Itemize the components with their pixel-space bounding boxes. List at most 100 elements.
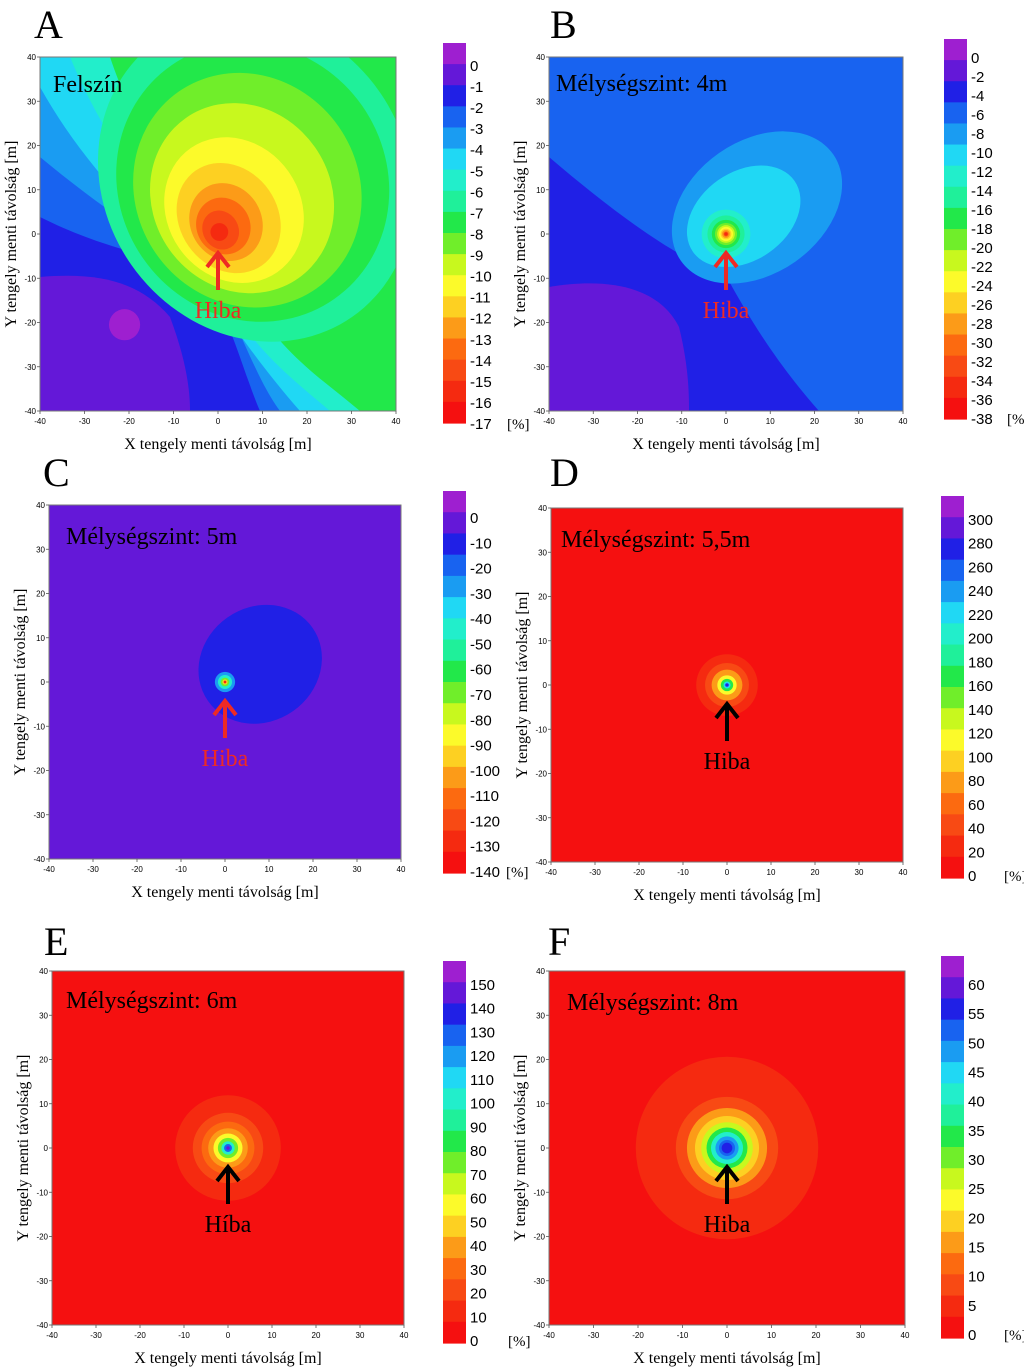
colorbar-label: -2 (470, 100, 483, 117)
x-tick-label: -40 (543, 1331, 555, 1340)
x-tick-label: 20 (312, 1331, 321, 1340)
x-tick-label: 0 (724, 417, 729, 426)
colorbar-label: -110 (470, 788, 499, 805)
colorbar-swatch (443, 1152, 466, 1174)
x-tick-label: -20 (632, 417, 644, 426)
contour-field (49, 505, 401, 859)
colorbar-swatch (443, 380, 466, 403)
y-tick-label: -40 (533, 407, 545, 416)
y-tick-label: 20 (39, 1056, 48, 1065)
colorbar-swatch (941, 559, 964, 582)
colorbar-label: -12 (971, 164, 993, 181)
colorbar-swatch (443, 317, 466, 340)
y-tick-label: 20 (536, 1056, 545, 1065)
colorbar-swatch (443, 401, 466, 424)
colorbar-swatch (443, 211, 466, 234)
colorbar-swatch (443, 359, 466, 382)
y-tick-label: -20 (533, 319, 545, 328)
y-tick-label: 20 (27, 142, 36, 151)
colorbar-label: -70 (470, 687, 492, 704)
x-tick-label: 10 (258, 417, 267, 426)
colorbar-swatch (443, 64, 466, 86)
colorbar-swatch (941, 814, 964, 837)
fault-annotation: Hiba (703, 249, 750, 324)
colorbar-swatch (944, 376, 967, 399)
x-axis-title: X tengely menti távolság [m] (134, 1350, 322, 1367)
colorbar-swatch (941, 517, 964, 540)
colorbar-label: 15 (968, 1240, 985, 1257)
contour-band (108, 309, 141, 341)
colorbar-label: -130 (470, 839, 500, 856)
y-tick-label: 10 (538, 637, 547, 646)
colorbar-label: -14 (971, 183, 993, 200)
colorbar-swatch (941, 1274, 964, 1297)
y-tick-label: 10 (27, 186, 36, 195)
colorbar-label: 40 (470, 1238, 487, 1255)
colorbar-label: -2 (971, 69, 984, 86)
x-tick-label: -20 (134, 1331, 146, 1340)
colorbar-swatch (443, 1321, 466, 1344)
y-tick-label: -10 (36, 1188, 48, 1197)
colorbar-label: 0 (470, 510, 478, 527)
x-tick-label: 40 (397, 865, 406, 874)
y-axis-title: Y tengely menti távolság [m] (512, 1055, 529, 1242)
colorbar-label: 80 (968, 773, 985, 790)
y-tick-label: -30 (535, 814, 547, 823)
y-tick-label: 20 (36, 590, 45, 599)
depth-label: Mélységszint: 4m (556, 71, 728, 97)
colorbar-swatch (941, 977, 964, 1000)
colorbar-label: -16 (470, 395, 492, 412)
x-tick-label: -10 (175, 865, 187, 874)
colorbar-swatch (941, 750, 964, 773)
panel-d: D Mélységszint: 5,5m -40 -30 -20 -10 0 10 20 30 40… (514, 450, 1024, 904)
colorbar-label: -8 (470, 226, 483, 243)
colorbar-label: -20 (971, 240, 993, 257)
colorbar-label: -20 (470, 561, 492, 578)
contour-band (721, 1142, 733, 1154)
y-tick-label: 40 (27, 53, 36, 62)
colorbar-label: 100 (470, 1096, 495, 1113)
y-tick-label: 0 (41, 678, 46, 687)
colorbar-swatch (443, 660, 466, 683)
colorbar-swatch (443, 533, 466, 556)
depth-label: Mélységszint: 6m (66, 988, 238, 1014)
colorbar-label: -16 (971, 202, 993, 219)
colorbar-swatch (944, 271, 967, 293)
contour-band (210, 223, 229, 241)
colorbar-swatch (443, 851, 466, 874)
colorbar-swatch (944, 81, 967, 103)
colorbar-swatch (443, 1130, 466, 1153)
colorbar-label: 55 (968, 1006, 985, 1023)
colorbar-label: -14 (470, 353, 492, 370)
colorbar-label: 0 (470, 1333, 478, 1350)
fault-annotation: Hiba (202, 697, 249, 772)
x-axis-title: X tengely menti távolság [m] (131, 884, 319, 901)
colorbar-label: 25 (968, 1181, 985, 1198)
x-axis-title: X tengely menti távolság [m] (124, 436, 312, 453)
colorbar-label: 10 (470, 1309, 487, 1326)
x-tick-label: 20 (303, 417, 312, 426)
y-axis-title: Y tengely menti távolság [m] (514, 592, 531, 779)
colorbar-swatch (941, 1295, 964, 1318)
x-tick-label: 10 (265, 865, 274, 874)
colorbar-label: 50 (968, 1035, 985, 1052)
x-tick-label: 30 (353, 865, 362, 874)
colorbar-swatch (443, 766, 466, 789)
arrow-head (714, 1163, 740, 1183)
colorbar-swatch (443, 982, 466, 1005)
colorbar-label: 240 (968, 583, 993, 600)
colorbar-label: 40 (968, 1094, 985, 1111)
colorbar-swatch (941, 1316, 964, 1339)
y-tick-label: -30 (533, 363, 545, 372)
x-tick-label: -10 (677, 868, 689, 877)
panel-e: E Mélységszint: 6m -40 -30 -20 -10 0 10 20 30 40 40… (15, 919, 531, 1367)
panel-f: F Mélységszint: 8m -40 -30 -20 -10 0 10 20 30 40 40… (512, 919, 1024, 1367)
x-tick-label: 0 (725, 868, 730, 877)
colorbar-label: 0 (968, 1327, 976, 1344)
colorbar-label: 160 (968, 678, 993, 695)
colorbar-swatch (443, 639, 466, 662)
x-axis-title: X tengely menti távolság [m] (633, 1350, 821, 1367)
colorbar-swatch (443, 1215, 466, 1238)
